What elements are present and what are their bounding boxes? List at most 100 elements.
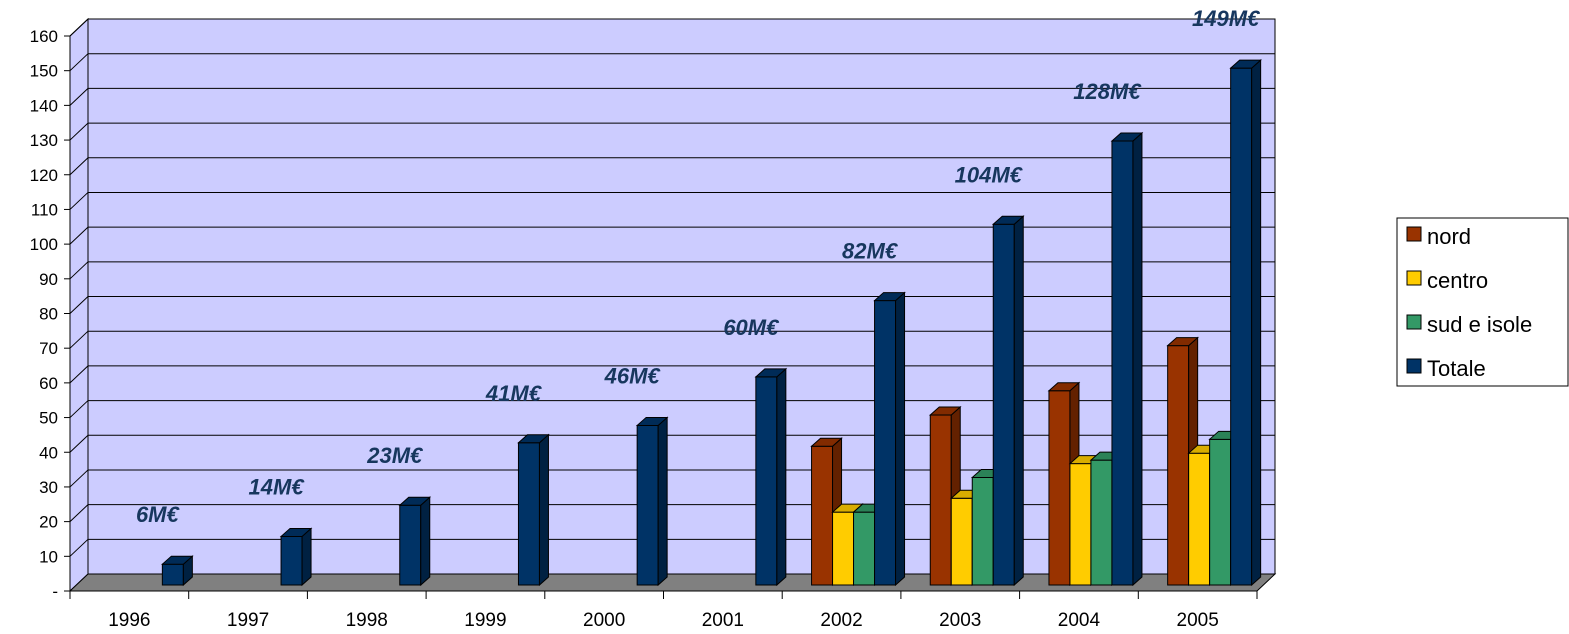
data-label: 104M€ — [955, 162, 1024, 187]
x-tick-label: 2001 — [702, 610, 744, 631]
bar-side — [1132, 131, 1143, 587]
bar-front — [636, 424, 659, 586]
bar-totale-1997 — [279, 527, 313, 587]
bar-side — [657, 416, 668, 587]
legend-label: centro — [1427, 268, 1488, 293]
y-tick-label: 20 — [39, 513, 58, 532]
gridline-side — [69, 226, 89, 245]
bar-side — [1251, 59, 1262, 587]
data-label: 149M€ — [1192, 6, 1261, 31]
bar-totale-2000 — [635, 416, 669, 587]
legend-label: Totale — [1427, 356, 1486, 381]
y-tick-label: 80 — [39, 305, 58, 324]
bar-totale-2002 — [873, 291, 906, 587]
legend-swatch — [1406, 226, 1422, 242]
bar-front — [1090, 459, 1113, 586]
y-tick-label: 70 — [39, 339, 58, 358]
legend-swatch — [1406, 314, 1422, 330]
bar-front — [874, 300, 897, 586]
legend-label: nord — [1427, 224, 1471, 249]
bar-front — [399, 504, 422, 586]
gridline-side — [69, 53, 89, 72]
bar-totale-1998 — [398, 496, 432, 587]
data-label: 60M€ — [723, 315, 780, 340]
y-tick-label: 90 — [39, 270, 58, 289]
bar-front — [517, 442, 540, 586]
bar-side — [538, 433, 549, 587]
gridline-side — [69, 504, 89, 522]
y-tick-label: 10 — [39, 547, 58, 566]
gridline-side — [69, 538, 89, 557]
y-tick-label: 110 — [31, 200, 58, 219]
bar-top — [517, 434, 550, 444]
y-tick-label: 60 — [39, 374, 58, 393]
bar-side — [776, 367, 787, 587]
bar-side — [420, 496, 431, 587]
bar-top — [754, 368, 788, 378]
bar-totale-2001 — [754, 367, 788, 587]
y-tick-label: - — [52, 582, 58, 601]
bar-front — [971, 476, 994, 586]
bars — [161, 59, 1262, 587]
bar-top — [1229, 59, 1262, 69]
bar-front — [1167, 345, 1190, 586]
bar-front — [280, 535, 303, 586]
x-tick-label: 1998 — [346, 610, 388, 631]
bar-totale-1996 — [161, 555, 194, 587]
gridline-side — [69, 261, 89, 280]
bar-front — [1069, 463, 1092, 586]
gridline-side — [69, 88, 89, 106]
bar-front — [161, 563, 184, 586]
data-label: 128M€ — [1073, 79, 1142, 104]
gridline-side — [69, 434, 89, 453]
bar-top — [873, 292, 906, 302]
y-tick-label: 150 — [30, 62, 58, 81]
y-tick-label: 120 — [30, 166, 58, 185]
data-label: 14M€ — [249, 474, 306, 499]
y-tick-label: 130 — [30, 131, 58, 150]
bar-totale-2004 — [1110, 131, 1144, 587]
x-tick-label: 1999 — [464, 610, 506, 631]
bar-top — [1166, 337, 1199, 347]
bar-front — [1230, 67, 1253, 586]
gridline-side — [69, 157, 89, 176]
bar-top — [991, 215, 1025, 225]
gridline-side — [69, 192, 89, 210]
x-tick-label: 1997 — [227, 610, 269, 631]
bar-totale-2005 — [1229, 59, 1262, 587]
bar-totale-1999 — [517, 433, 550, 587]
legend: nord centro sud e isole Totale — [1396, 217, 1569, 387]
x-tick-label: 2002 — [820, 610, 862, 631]
bar-top — [810, 437, 843, 447]
bar-front — [811, 445, 834, 586]
gridline-side — [69, 296, 89, 314]
y-tick-label: 140 — [30, 96, 58, 115]
x-tick-label: 2004 — [1058, 610, 1101, 631]
bar-totale-2003 — [991, 215, 1025, 587]
bar-side — [1013, 215, 1024, 587]
x-tick-label: 1996 — [108, 610, 150, 631]
x-tick-label: 2005 — [1177, 610, 1219, 631]
bar-front — [755, 376, 778, 586]
bar-top — [635, 416, 669, 426]
x-axis: 1996 1997 1998 1999 2000 2001 2002 2003 2004 2005 — [69, 590, 1258, 631]
y-tick-label: 160 — [30, 27, 58, 46]
bar-top — [1110, 132, 1144, 142]
legend-box — [1396, 217, 1569, 387]
data-labels: 6M€ 14M€ 23M€ 41M€ 46M€ 60M€ 82M€ 104M€ 128M€ 149… — [136, 6, 1261, 527]
y-axis: - 10 20 30 40 50 60 70 80 90 100 110 120 130 140 150 160 — [30, 27, 71, 601]
data-label: 23M€ — [366, 443, 424, 468]
bar-front — [1111, 140, 1134, 586]
data-label: 6M€ — [136, 502, 181, 527]
y-tick-label: 100 — [30, 235, 58, 254]
bar-top — [928, 406, 962, 416]
bar-top — [279, 527, 313, 537]
gridline-side — [69, 365, 89, 384]
bar-top — [398, 496, 432, 506]
y-tick-label: 40 — [39, 443, 58, 462]
legend-label: sud e isole — [1427, 312, 1532, 337]
bar-front — [950, 497, 973, 586]
legend-swatch — [1406, 358, 1422, 374]
bar-side — [301, 527, 312, 587]
